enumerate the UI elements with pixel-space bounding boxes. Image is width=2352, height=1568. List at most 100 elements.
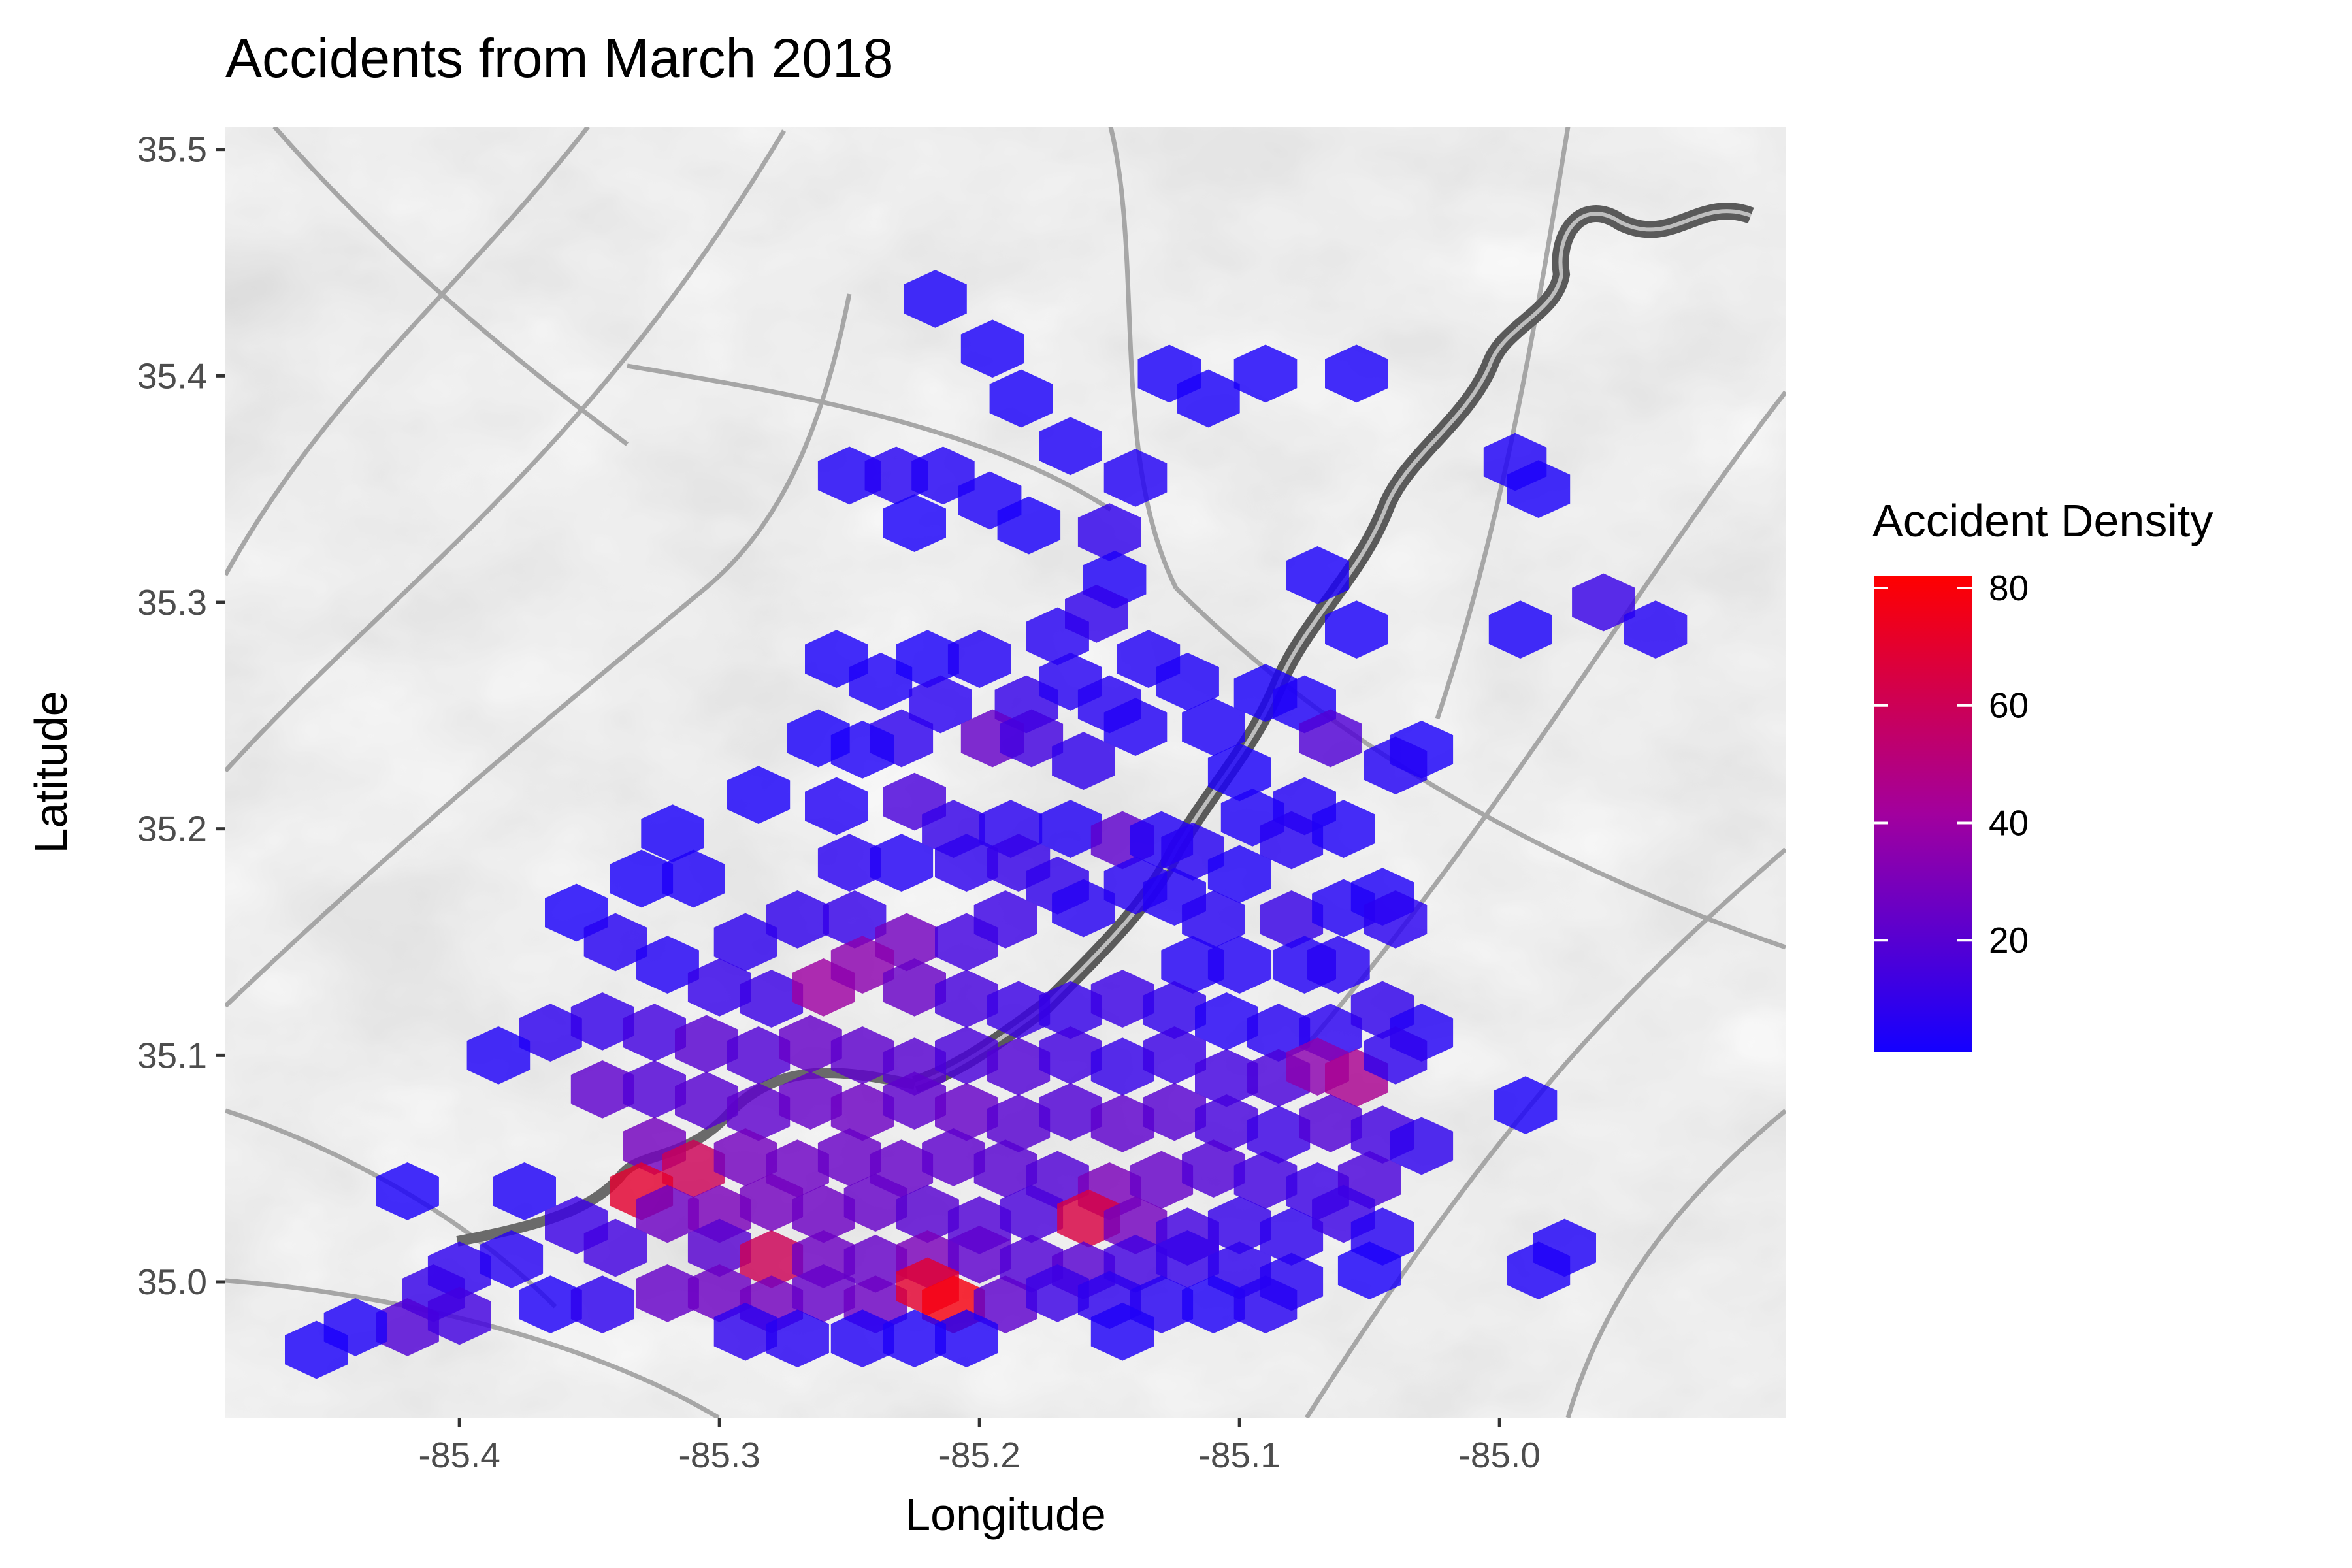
hexbin-cell — [883, 1071, 946, 1130]
hexbin-cell — [904, 270, 967, 328]
hexbin-cell — [973, 890, 1037, 949]
hexbin-cell — [1299, 709, 1362, 768]
hexbin-cell — [1039, 981, 1102, 1039]
hexbin-cell — [740, 1173, 804, 1232]
hexbin-cell — [817, 1128, 881, 1186]
hexbin-cell — [570, 1275, 634, 1333]
hexbin-cell — [987, 981, 1051, 1039]
hexbin-cell — [1177, 369, 1240, 428]
hexbin-cell — [610, 849, 674, 908]
legend-colorbar — [1874, 576, 1972, 1052]
hexbin-cell — [1364, 736, 1428, 794]
hexbin-cell — [817, 834, 881, 892]
hexbin-cell — [779, 1071, 842, 1130]
hexbin-cell — [830, 1083, 894, 1141]
hexbin-cell — [636, 1264, 699, 1322]
x-tick-label: -85.2 — [939, 1435, 1021, 1475]
hexbin-cell — [987, 1094, 1051, 1152]
hexbin-cell — [1312, 800, 1375, 858]
hexbin-cell — [1507, 460, 1571, 518]
hexbin-cell — [1260, 890, 1324, 949]
hexbin-cell — [1195, 1049, 1258, 1107]
hexbin-cell — [896, 1184, 959, 1243]
hexbin-cell — [1039, 417, 1102, 476]
hexbin-cell — [1103, 1196, 1168, 1254]
hexbin-cell — [727, 1083, 791, 1141]
hexbin-cell — [843, 1173, 907, 1232]
legend: Accident Density 20 40 60 80 — [1872, 495, 2213, 1052]
hexbin-cell — [662, 1139, 725, 1198]
y-axis: 35.0 35.1 35.2 35.3 35.4 35.5 — [137, 129, 225, 1302]
hexbin-cell — [883, 958, 946, 1017]
hexbin-cell — [675, 1071, 738, 1130]
hexbin-cell — [1103, 449, 1168, 507]
hexbin-cell — [636, 1184, 699, 1243]
y-tick-label: 35.0 — [137, 1262, 207, 1302]
hexbin-cell — [376, 1298, 439, 1356]
hexbin-cell — [1039, 1083, 1102, 1141]
hexbin-cell — [823, 890, 887, 949]
hexbin-cell — [1233, 344, 1298, 403]
hexbin-cell — [1247, 1105, 1311, 1164]
hexbin-cell — [1494, 1076, 1558, 1134]
hexbin-cell — [935, 1083, 998, 1141]
hexbin-cell — [1488, 600, 1552, 659]
hexbin-cell — [830, 1309, 894, 1367]
hexbin-layer — [285, 270, 1688, 1379]
hexbin-cell — [1364, 890, 1428, 949]
hexbin-cell — [1182, 890, 1245, 949]
hexbin-cell — [1182, 698, 1245, 756]
hexbin-cell — [713, 913, 777, 972]
hexbin-cell — [727, 1026, 791, 1085]
hexbin-cell — [1260, 1207, 1324, 1266]
x-axis: -85.4 -85.3 -85.2 -85.1 -85.0 — [419, 1418, 1541, 1475]
hexbin-cell — [1624, 600, 1688, 659]
x-tick-label: -85.0 — [1459, 1435, 1541, 1475]
hexbin-cell — [1507, 1241, 1571, 1299]
hexbin-cell — [1195, 1094, 1258, 1152]
hexbin-cell — [623, 1060, 686, 1119]
hexbin-cell — [1026, 1264, 1089, 1322]
hexbin-cell — [973, 1275, 1037, 1333]
hexbin-cell — [727, 766, 791, 824]
hexbin-cell — [687, 958, 751, 1017]
hexbin-cell — [935, 1309, 998, 1367]
hexbin-cell — [1090, 970, 1154, 1028]
hexbin-cell — [1065, 585, 1128, 643]
hexbin-cell — [766, 890, 829, 949]
hexbin-cell — [480, 1230, 544, 1288]
hexbin-cell — [922, 1128, 985, 1186]
hexbin-cell — [779, 1015, 842, 1073]
hexbin-cell — [376, 1162, 439, 1220]
hexbin-cell — [883, 494, 946, 552]
hexbin-cell — [1052, 732, 1115, 790]
hexbin-cell — [1233, 1151, 1298, 1209]
hexbin-cell — [830, 1026, 894, 1085]
hexbin-cell — [1233, 1275, 1298, 1333]
hexbin-cell — [427, 1286, 491, 1345]
hexbin-cell — [960, 319, 1024, 378]
hexbin-cell — [1390, 1117, 1454, 1175]
hexbin-cell — [997, 496, 1061, 555]
y-tick-label: 35.5 — [137, 129, 207, 170]
hexbin-cell — [1039, 800, 1102, 858]
hexbin-cell — [883, 1309, 946, 1367]
hexbin-cell — [623, 1004, 686, 1062]
hexbin-cell — [935, 1026, 998, 1085]
hexbin-cell — [1156, 1230, 1219, 1288]
hexbin-cell — [641, 804, 704, 862]
hexbin-cell — [843, 1234, 907, 1293]
hexbin-cell — [766, 1309, 829, 1367]
hexbin-cell — [1090, 1302, 1154, 1361]
hexbin-cell — [870, 834, 934, 892]
hexbin-cell — [1052, 879, 1115, 938]
hexbin-cell — [1207, 1196, 1271, 1254]
hexbin-cell — [1195, 992, 1258, 1051]
hexbin-cell — [792, 1184, 855, 1243]
hexbin-cell — [1039, 1026, 1102, 1085]
hexbin-cell — [285, 1320, 348, 1379]
hexbin-cell — [1000, 1184, 1064, 1243]
hexbin-cell — [792, 1264, 855, 1322]
hexbin-cell — [830, 936, 894, 994]
y-axis-title: Latitude — [25, 691, 76, 853]
